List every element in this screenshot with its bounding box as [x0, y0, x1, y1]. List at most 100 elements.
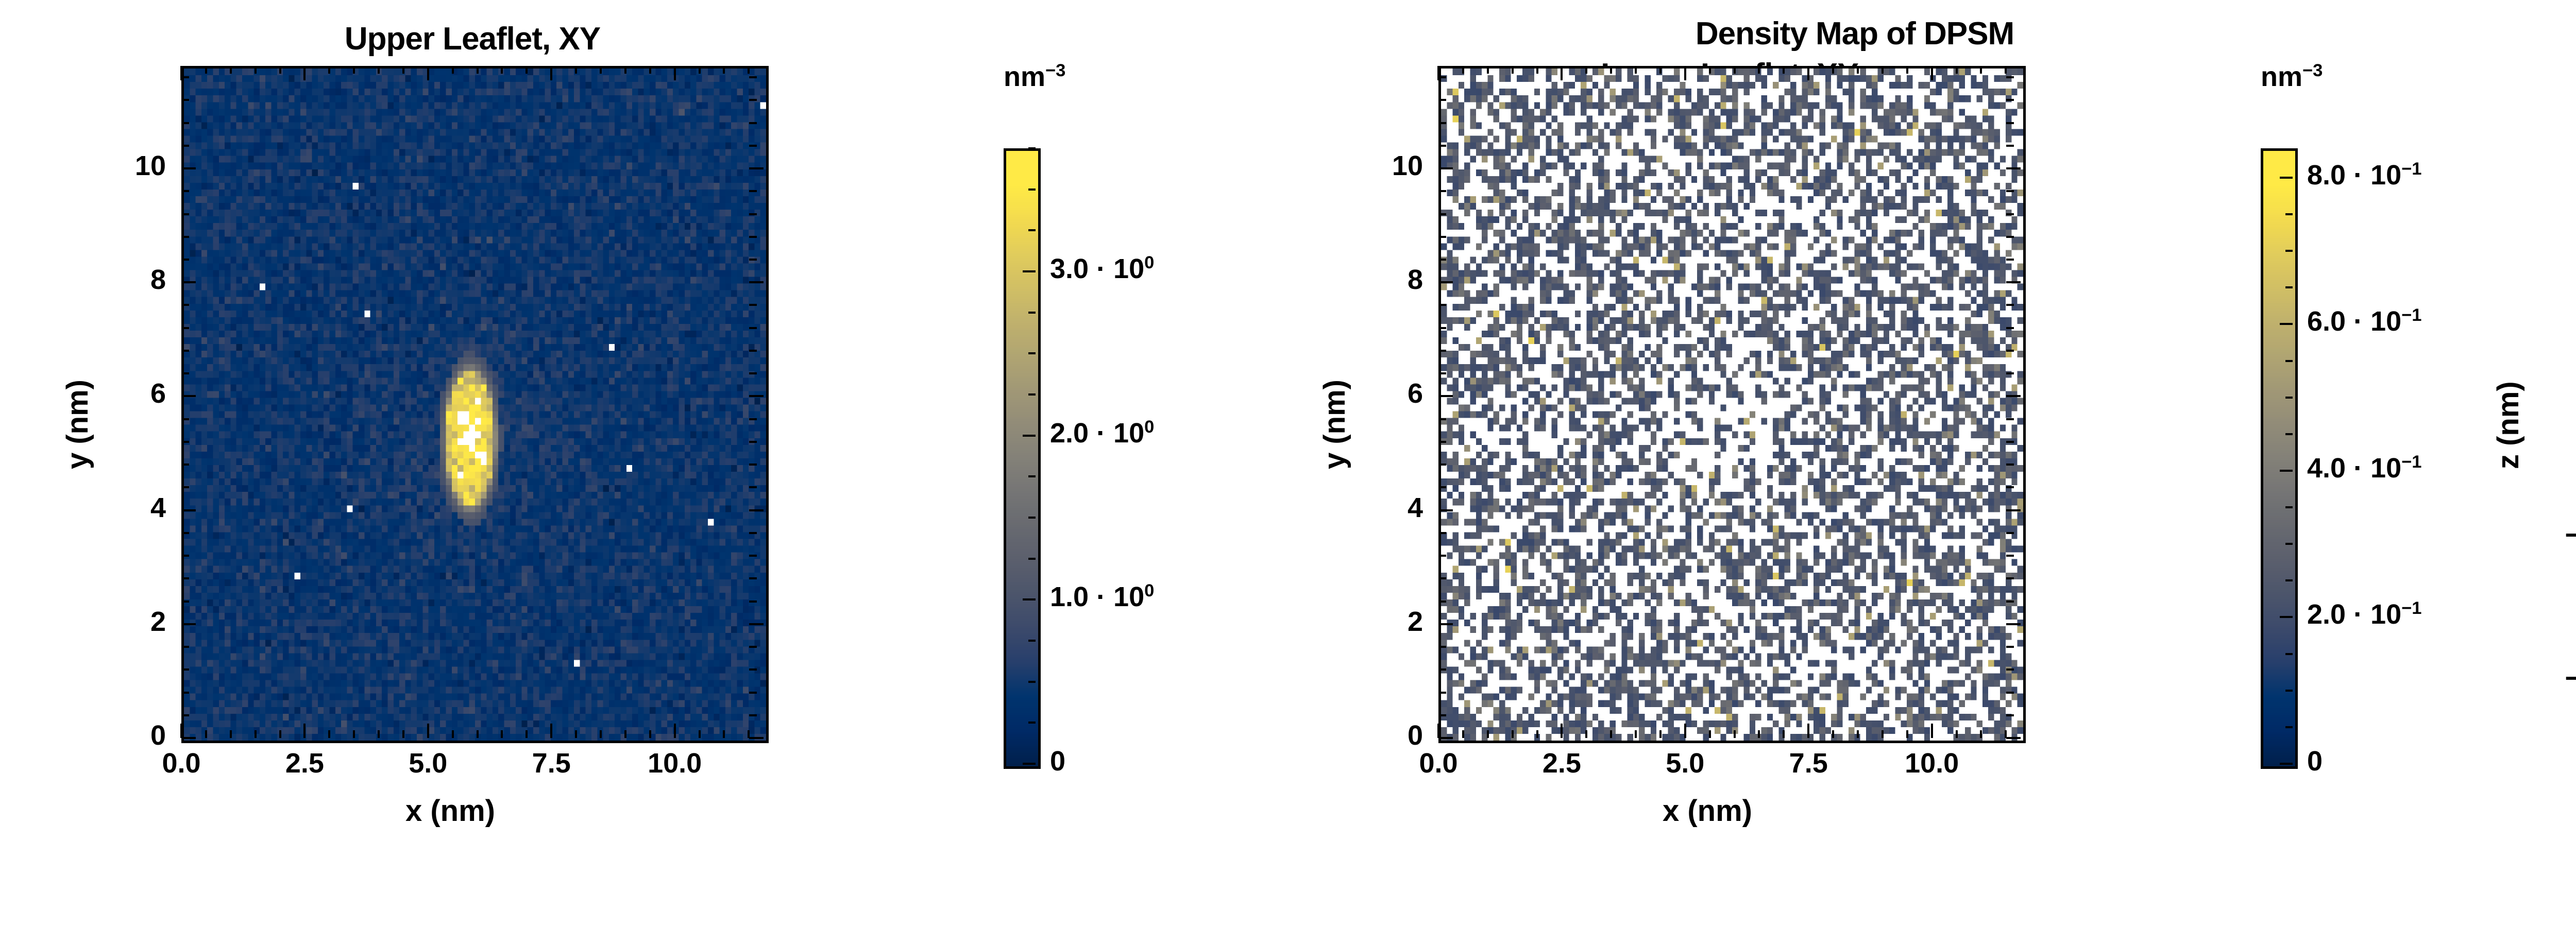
x-tick-mark — [723, 730, 725, 738]
y-tick-mark — [1438, 190, 1446, 193]
y-tick-mark — [2006, 99, 2014, 101]
colorbar-minor-tick-mark — [2285, 396, 2293, 399]
x-tick-label: 0.0 — [1419, 748, 1458, 779]
y-tick-mark — [1438, 213, 1446, 215]
colorbar-tick-label: 1.0 · 100 — [1050, 581, 1155, 613]
y-tick-mark — [749, 304, 757, 306]
y-tick-mark — [749, 349, 757, 352]
y-tick-mark — [1438, 99, 1446, 101]
x-tick-mark — [1462, 66, 1464, 74]
heatmap-axes-upper-leaflet[interactable] — [181, 66, 769, 743]
y-tick-mark — [181, 668, 189, 671]
y-tick-label: 4 — [1407, 492, 1423, 523]
colorbar-minor-tick-mark — [2285, 653, 2293, 655]
y-tick-label: 2 — [1407, 606, 1423, 637]
y-axis-label-transversal-view: z (nm) — [2492, 381, 2525, 469]
colorbar-tick-mark — [1023, 270, 1036, 272]
x-tick-mark — [501, 66, 503, 74]
x-tick-mark — [1708, 66, 1711, 74]
y-tick-mark — [2006, 691, 2014, 694]
x-tick-mark — [1783, 66, 1785, 74]
x-tick-mark — [205, 66, 207, 74]
x-tick-mark — [1733, 730, 1736, 738]
y-tick-mark — [749, 668, 757, 671]
x-tick-mark — [1783, 730, 1785, 738]
x-tick-mark — [1659, 730, 1662, 738]
colorbar-minor-tick-mark — [2285, 689, 2293, 692]
x-tick-mark — [673, 724, 676, 738]
x-tick-mark — [1462, 730, 1464, 738]
x-axis-label-lower-leaflet: x (nm) — [1663, 794, 1752, 828]
y-tick-mark — [1438, 235, 1446, 238]
x-tick-mark — [353, 66, 355, 74]
x-tick-mark — [624, 66, 626, 74]
y-tick-mark — [749, 144, 757, 147]
colorbar-minor-tick-mark — [1028, 352, 1036, 355]
y-tick-mark — [1438, 714, 1446, 716]
colorbar-minor-tick-mark — [2285, 543, 2293, 545]
x-tick-mark — [1610, 66, 1613, 74]
x-tick-mark — [378, 730, 380, 738]
x-tick-mark — [229, 730, 232, 738]
colorbar-minor-tick-mark — [2285, 726, 2293, 728]
y-tick-mark — [181, 714, 189, 716]
x-tick-mark — [575, 66, 578, 74]
colorbar-minor-tick-mark — [1028, 640, 1036, 642]
panel-title-upper-leaflet: Upper Leaflet, XY — [344, 21, 601, 57]
x-tick-mark — [501, 730, 503, 738]
y-tick-mark — [1438, 668, 1446, 671]
y-tick-mark — [2006, 440, 2014, 443]
y-tick-label: 4 — [150, 492, 166, 523]
x-tick-mark — [550, 66, 553, 80]
y-tick-mark — [749, 259, 757, 261]
y-tick-mark — [2006, 167, 2021, 170]
x-tick-mark — [649, 66, 651, 74]
y-tick-mark — [2006, 259, 2014, 261]
y-tick-mark — [181, 213, 189, 215]
y-tick-mark — [2006, 509, 2021, 511]
y-tick-mark — [1438, 509, 1453, 511]
colorbar-minor-tick-mark — [1028, 229, 1036, 232]
x-tick-mark — [279, 730, 281, 738]
y-tick-mark — [181, 737, 196, 739]
x-tick-mark — [599, 730, 602, 738]
x-tick-mark — [1955, 730, 1958, 738]
x-tick-mark — [1758, 66, 1760, 74]
y-tick-mark — [1438, 577, 1446, 580]
colorbar-minor-tick-mark — [1028, 188, 1036, 191]
y-tick-label: 0 — [150, 720, 166, 751]
colorbar-tick-label: 8.0 · 10−1 — [2307, 159, 2422, 191]
y-tick-mark — [181, 122, 189, 124]
y-tick-mark — [1438, 646, 1446, 648]
y-tick-label: 4 — [2442, 90, 2576, 122]
y-tick-label: 0 — [1407, 720, 1423, 751]
y-tick-mark — [181, 577, 189, 580]
colorbar-minor-tick-mark — [1028, 393, 1036, 396]
x-tick-mark — [1930, 66, 1933, 80]
colorbar-tick-label: 2.0 · 100 — [1050, 417, 1155, 449]
y-tick-mark — [181, 259, 189, 261]
x-tick-mark — [575, 730, 578, 738]
x-tick-mark — [1955, 66, 1958, 74]
x-tick-label: 5.0 — [409, 748, 448, 779]
x-tick-mark — [2005, 66, 2007, 74]
x-tick-mark — [1635, 66, 1637, 74]
y-tick-label: −2 — [2565, 520, 2576, 551]
y-tick-mark — [1438, 600, 1446, 603]
y-tick-mark — [181, 486, 189, 489]
y-tick-mark — [2006, 555, 2014, 557]
y-tick-mark — [749, 76, 757, 79]
x-tick-mark — [328, 730, 331, 738]
heatmap-axes-lower-leaflet[interactable] — [1438, 66, 2026, 743]
y-tick-mark — [2006, 144, 2014, 147]
x-tick-mark — [1832, 66, 1835, 74]
y-tick-mark — [749, 531, 757, 534]
x-tick-mark — [476, 66, 479, 74]
y-tick-mark — [1438, 259, 1446, 261]
x-tick-label: 10.0 — [1905, 748, 1959, 779]
x-tick-mark — [526, 730, 528, 738]
y-tick-label: 6 — [1407, 378, 1423, 409]
colorbar-tick-label: 3.0 · 100 — [1050, 253, 1155, 284]
x-tick-mark — [673, 66, 676, 80]
